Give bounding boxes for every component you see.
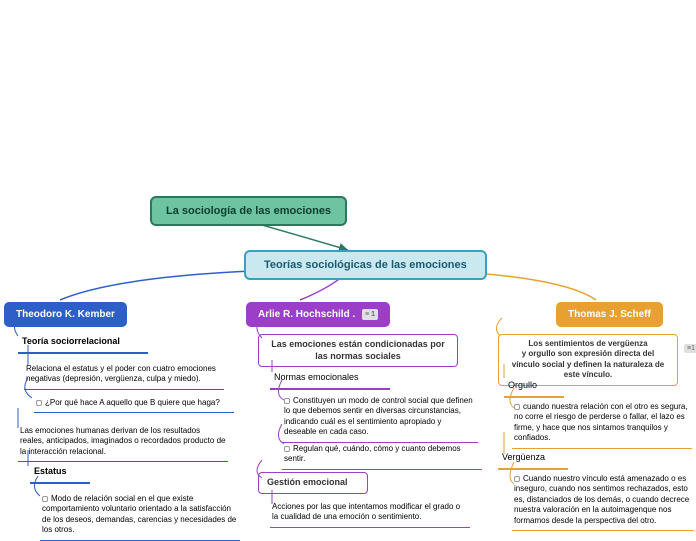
center-text1: Constituyen un modo de control social qu… [282,394,478,443]
right-text2: Cuando nuestro vínculo está amenazado o … [512,472,694,531]
left-text3: Modo de relación social en el que existe… [40,492,240,541]
right-text1: cuando nuestra relación con el otro es s… [512,400,692,449]
center-text2: Regulan qué, cuándo, cómo y cuanto debem… [282,442,482,470]
note-badge-right[interactable]: ≡1 [684,344,696,353]
root-label: La sociología de las emociones [166,205,331,217]
left-q1: ¿Por qué hace A aquello que B quiere que… [34,396,234,413]
right-sub1: Orgullo [504,378,564,398]
branch-left[interactable]: Theodoro K. Kember [4,302,127,327]
root-node[interactable]: La sociología de las emociones [150,196,347,226]
left-text1: Relaciona el estatus y el poder con cuat… [24,362,224,390]
bullet-icon [36,400,42,406]
main-node[interactable]: Teorías sociológicas de las emociones [244,250,487,280]
branch-left-label: Theodoro K. Kember [16,309,115,320]
bullet-icon [514,476,520,482]
left-title1: Teoría sociorrelacional [18,334,148,354]
branch-right[interactable]: Thomas J. Scheff [556,302,663,327]
left-text2: Las emociones humanas derivan de los res… [18,424,228,462]
center-box-title: Las emociones están condicionadas por la… [258,334,458,367]
branch-right-label: Thomas J. Scheff [568,309,651,320]
center-sub2: Gestión emocional [258,472,368,494]
left-title2: Estatus [30,464,90,484]
bullet-icon [284,446,290,452]
branch-center-label: Arlie R. Hochschild . [258,309,355,320]
right-sub2: Vergüenza [498,450,568,470]
center-sub1: Normas emocionales [270,370,390,390]
branch-center[interactable]: Arlie R. Hochschild . ≡ 1 [246,302,390,327]
main-label: Teorías sociológicas de las emociones [264,259,467,271]
note-badge[interactable]: ≡ 1 [362,309,378,320]
bullet-icon [284,398,290,404]
bullet-icon [514,404,520,410]
center-text3: Acciones por las que intentamos modifica… [270,500,470,528]
bullet-icon [42,496,48,502]
